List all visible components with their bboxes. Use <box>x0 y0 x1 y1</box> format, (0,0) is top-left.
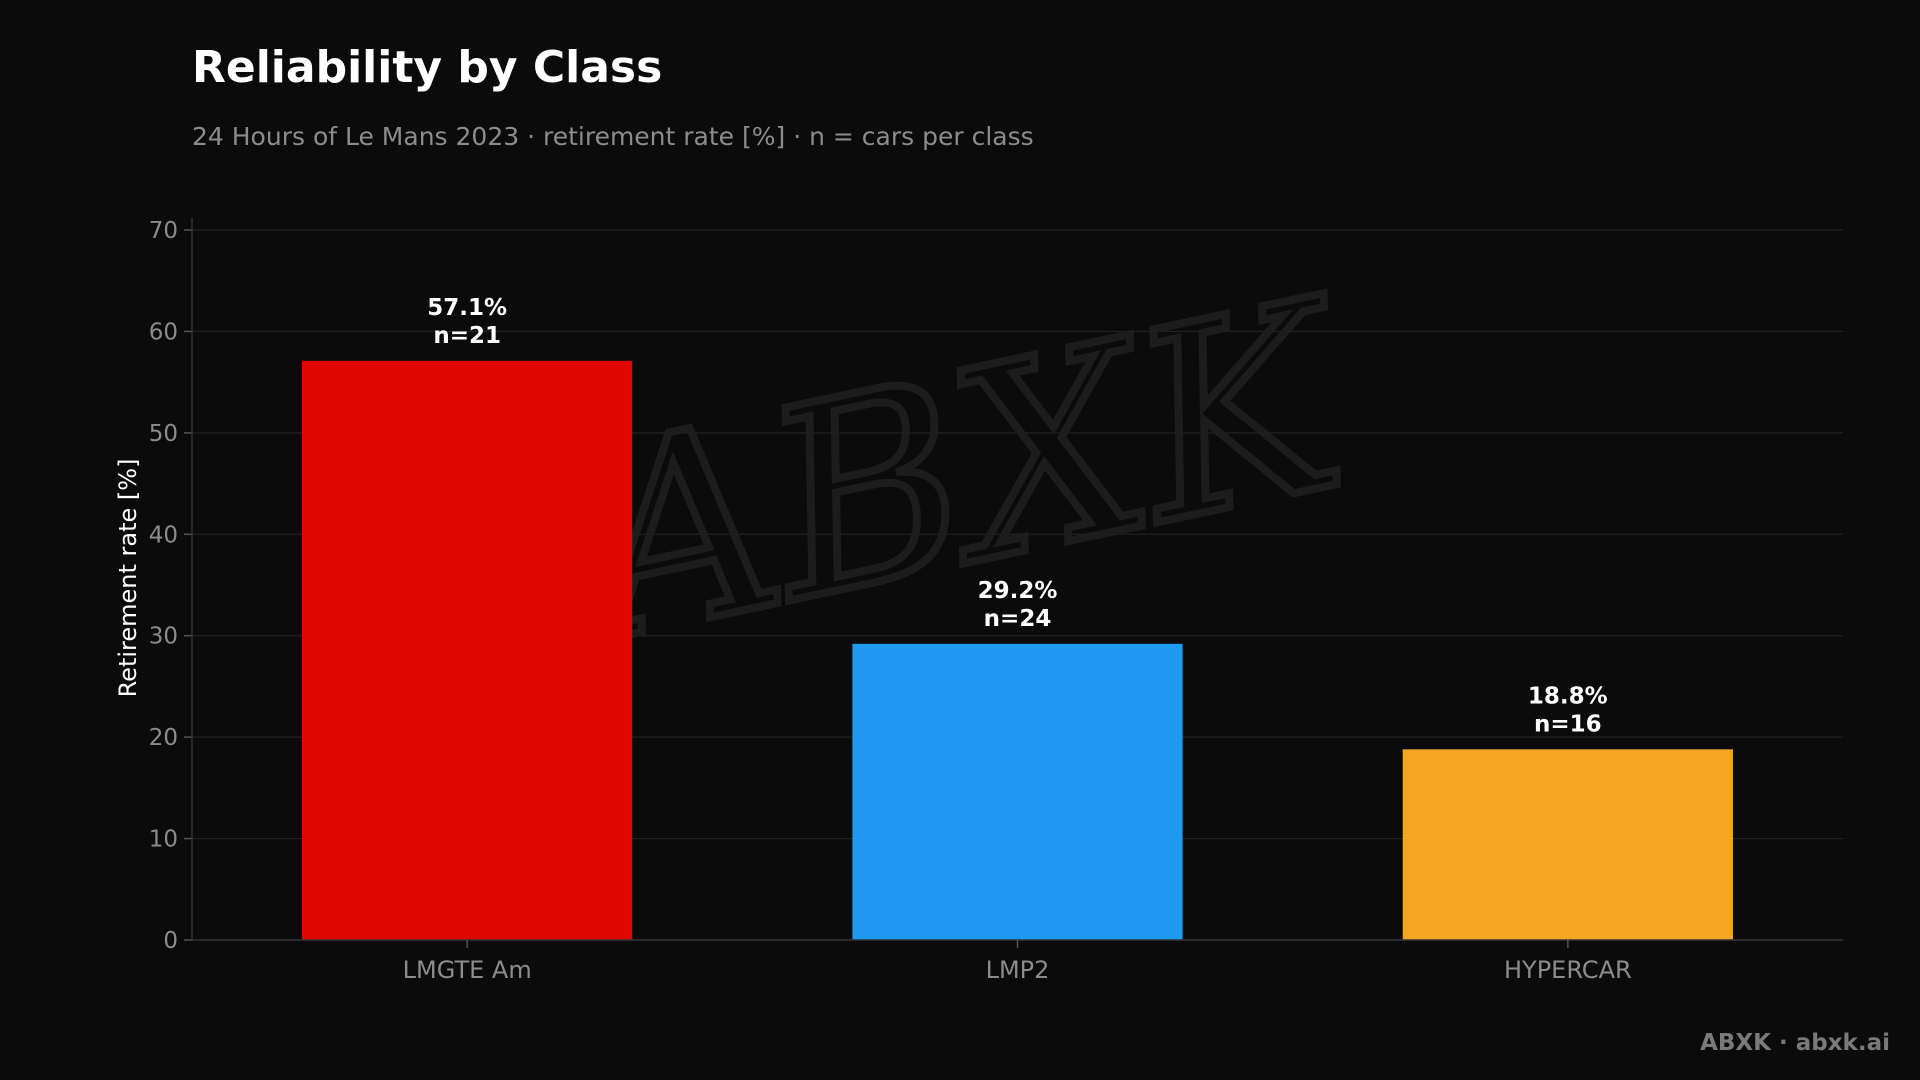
chart-title: Reliability by Class <box>192 42 663 93</box>
bar-lmgte-am <box>302 360 633 940</box>
bar-n-label: n=16 <box>1534 711 1602 737</box>
y-tick-label: 60 <box>149 319 178 345</box>
x-tick-label: LMP2 <box>986 956 1050 984</box>
svg-text:ABXK: ABXK <box>539 244 1376 704</box>
axes: 0 10 20 30 40 50 60 70 LMGTE Am LMP2 HYPERCAR <box>149 218 1843 984</box>
bar-value-label: 29.2% <box>978 578 1058 604</box>
bar-value-label: 18.8% <box>1528 683 1608 709</box>
bars <box>302 360 1733 940</box>
bar-n-label: n=21 <box>433 323 501 349</box>
x-tick-label: HYPERCAR <box>1504 956 1632 984</box>
y-tick-label: 10 <box>149 827 178 853</box>
bar-n-label: n=24 <box>984 606 1052 632</box>
bar-value-label: 57.1% <box>427 295 507 321</box>
y-tick-label: 0 <box>163 928 178 954</box>
y-tick-label: 50 <box>149 421 178 447</box>
y-tick-label: 20 <box>149 725 178 751</box>
bar-hypercar <box>1402 749 1733 940</box>
footer-credit: ABXK · abxk.ai <box>1700 1030 1890 1056</box>
y-tick-label: 70 <box>149 218 178 244</box>
chart-subtitle: 24 Hours of Le Mans 2023 · retirement ra… <box>192 122 1034 151</box>
y-tick-label: 40 <box>149 522 178 548</box>
data-labels: 57.1%n=21 29.2%n=24 18.8%n=16 <box>427 295 1607 737</box>
abxk-watermark: ABXK <box>535 240 1380 708</box>
y-tick-label: 30 <box>149 624 178 650</box>
bar-lmp2 <box>852 643 1183 940</box>
y-axis-label: Retirement rate [%] <box>114 459 142 698</box>
x-tick-label: LMGTE Am <box>403 956 532 984</box>
